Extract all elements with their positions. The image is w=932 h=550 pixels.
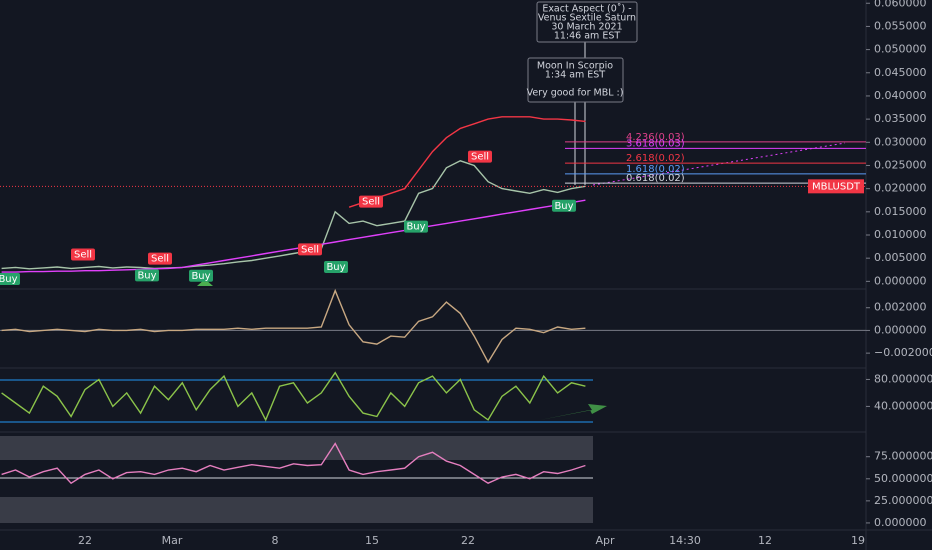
x-tick-label: 15: [365, 534, 379, 547]
x-tick-label: 22: [78, 534, 92, 547]
annotation-text: Moon In Scorpio: [537, 61, 613, 72]
signal-marker: [298, 243, 322, 256]
series-line: [1, 288, 586, 364]
x-tick-label: 19: [851, 534, 865, 547]
series-line: [348, 116, 586, 208]
y-tick-label: 0.025000: [874, 158, 927, 171]
signal-marker: [135, 269, 159, 282]
y-tick-label: 25.000000: [874, 494, 932, 507]
y-tick-label: 50.000000: [874, 472, 932, 485]
arrow: [540, 404, 607, 420]
signal-marker: [324, 260, 348, 273]
fib-label: 3.618(0.03): [626, 138, 685, 149]
signal-label: Sell: [151, 254, 169, 265]
fib-label: 1.618(0.02): [626, 164, 685, 175]
x-tick-label: 22: [461, 534, 475, 547]
y-tick-label: 0.040000: [874, 89, 927, 102]
y-tick-label: 0.055000: [874, 19, 927, 32]
signal-marker: [148, 252, 172, 265]
signal-marker: [71, 248, 95, 261]
x-tick-label: Mar: [162, 534, 183, 547]
x-tick-label: 8: [272, 534, 279, 547]
annotation-text: 11:46 am EST: [554, 31, 621, 42]
y-tick-label: 0.015000: [874, 205, 927, 218]
signal-label: Buy: [406, 222, 425, 233]
signal-marker: [359, 195, 383, 208]
signal-marker: [552, 199, 576, 212]
signal-label: Sell: [471, 152, 489, 163]
series-line: [1, 442, 586, 485]
annotation-text: Very good for MBL :): [527, 88, 624, 99]
y-tick-label: 0.000000: [874, 516, 927, 529]
y-tick-label: 0.050000: [874, 43, 927, 56]
annotation-text: 1:34 am EST: [545, 70, 605, 81]
rsi-band: [0, 497, 593, 523]
signal-label: Buy: [137, 270, 156, 281]
series-line: [1, 199, 586, 273]
y-tick-label: 80.000000: [874, 372, 932, 385]
x-tick-label: Apr: [595, 534, 615, 547]
x-tick-label: 14:30: [669, 534, 701, 547]
signal-label: Buy: [326, 262, 345, 273]
y-tick-label: 0.002000: [874, 301, 927, 314]
y-tick-label: 0.010000: [874, 228, 927, 241]
annotation-text: Venus Sextile Saturn: [538, 13, 636, 24]
y-tick-label: 40.000000: [874, 399, 932, 412]
fib-label: 2.618(0.02): [626, 153, 685, 164]
fib-label: 0.618(0.02): [626, 173, 685, 184]
signal-label: Sell: [74, 249, 92, 260]
series-line: [1, 371, 586, 422]
annotation-text: 30 March 2021: [551, 22, 622, 33]
price-tag: [808, 179, 864, 194]
signal-marker: [189, 269, 213, 282]
series-line: [1, 160, 586, 270]
annotation-box: [527, 57, 624, 103]
signal-label: Buy: [554, 201, 573, 212]
y-tick-label: 0.000000: [874, 274, 927, 287]
y-tick-label: 0.035000: [874, 112, 927, 125]
signal-marker: [468, 150, 492, 163]
signal-label: Sell: [362, 197, 380, 208]
y-tick-label: 0.005000: [874, 251, 927, 264]
symbol-label: MBLUSDT: [812, 181, 861, 192]
fib-label: 4.236(0.03): [626, 132, 685, 143]
y-tick-label: 0.020000: [874, 182, 927, 195]
arrow: [197, 279, 213, 286]
y-tick-label: 0.030000: [874, 135, 927, 148]
x-tick-label: 12: [758, 534, 772, 547]
signal-label: Buy: [191, 271, 210, 282]
signal-label: Sell: [301, 244, 319, 255]
annotation-text: Exact Aspect (0˚) -: [542, 4, 631, 15]
signal-label: Buy: [0, 274, 18, 285]
y-tick-label: 75.000000: [874, 450, 932, 463]
signal-marker: [0, 273, 20, 286]
y-tick-label: 0.000000: [874, 323, 927, 336]
y-tick-label: 0.045000: [874, 66, 927, 79]
annotation: Exact Aspect (0˚) - Venus Sextile Saturn…: [527, 1, 638, 103]
annotation-box: [536, 1, 638, 43]
y-tick-label: 0.060000: [874, 0, 927, 9]
rsi-band: [0, 436, 593, 460]
y-tick-label: −0.002000: [874, 346, 932, 359]
signal-marker: [404, 220, 428, 233]
